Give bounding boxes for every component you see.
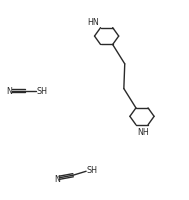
Text: N: N — [54, 174, 60, 183]
Text: N: N — [6, 87, 12, 96]
Text: SH: SH — [36, 87, 47, 96]
Text: SH: SH — [87, 165, 98, 174]
Text: NH: NH — [137, 128, 149, 136]
Text: HN: HN — [87, 18, 99, 27]
